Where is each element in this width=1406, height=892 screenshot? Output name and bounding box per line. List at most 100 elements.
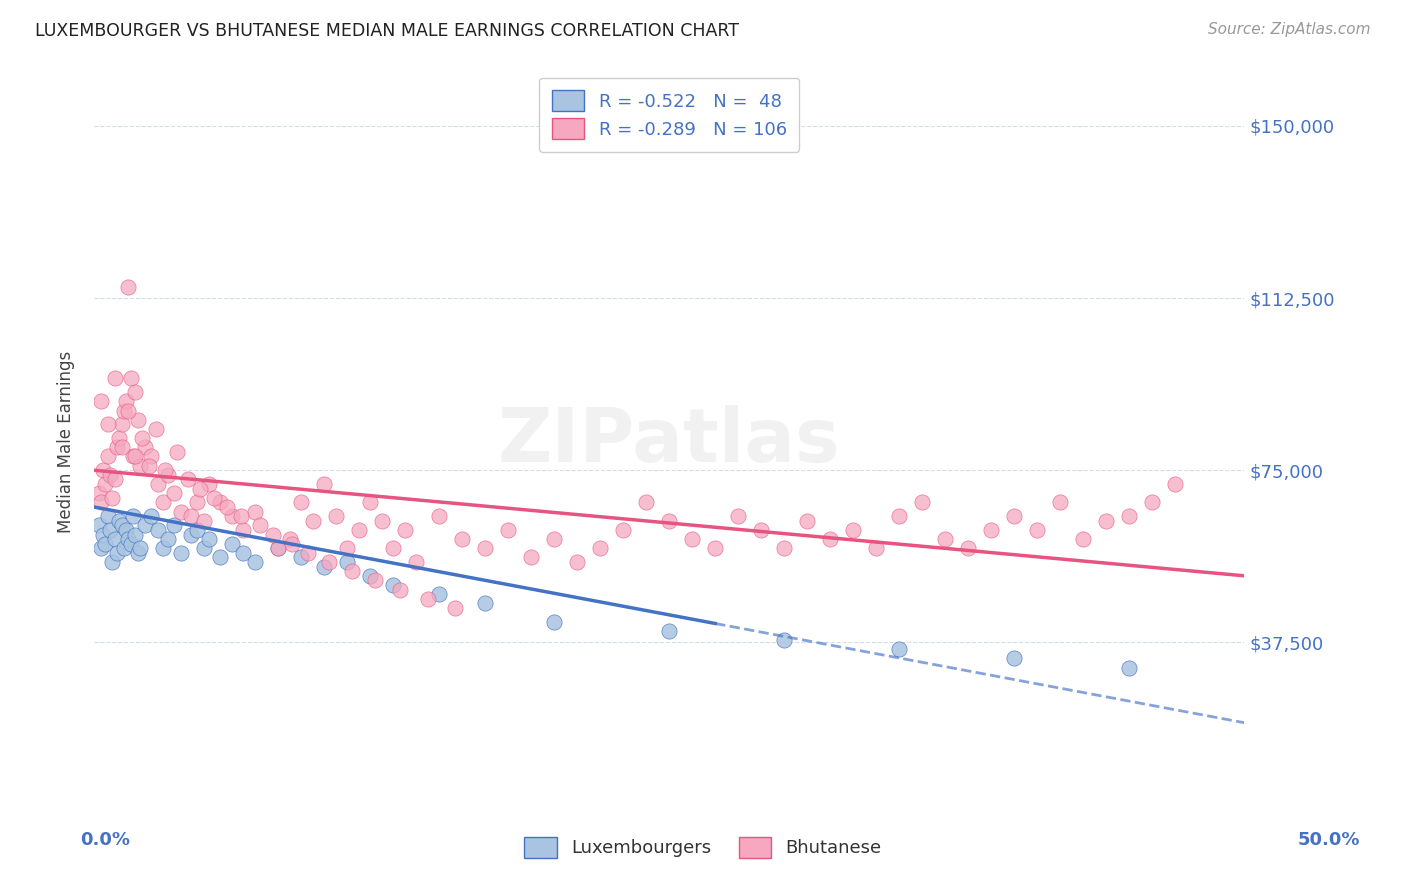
Point [94, 537, 117, 551]
Point [231, 509, 253, 524]
Point [297, 546, 319, 560]
Point [773, 633, 796, 648]
Point [115, 523, 138, 537]
Point [325, 509, 347, 524]
Point [98, 467, 121, 482]
Point [243, 555, 266, 569]
Point [91, 527, 114, 541]
Point [565, 555, 588, 569]
Point [658, 514, 681, 528]
Point [363, 574, 385, 588]
Point [202, 491, 225, 505]
Point [1118, 660, 1140, 674]
Point [865, 541, 887, 556]
Point [217, 500, 239, 514]
Point [543, 532, 565, 546]
Point [129, 541, 152, 556]
Point [156, 467, 179, 482]
Point [152, 541, 174, 556]
Point [117, 403, 139, 417]
Point [141, 509, 163, 524]
Point [543, 615, 565, 629]
Point [249, 518, 271, 533]
Point [163, 486, 186, 500]
Point [127, 546, 149, 560]
Point [889, 509, 911, 524]
Point [889, 642, 911, 657]
Point [370, 514, 392, 528]
Point [138, 458, 160, 473]
Point [405, 555, 427, 569]
Point [108, 431, 131, 445]
Point [104, 371, 127, 385]
Point [124, 527, 146, 541]
Point [474, 541, 496, 556]
Point [221, 537, 243, 551]
Point [112, 403, 135, 417]
Point [198, 477, 221, 491]
Text: 50.0%: 50.0% [1298, 831, 1360, 849]
Point [340, 564, 363, 578]
Point [267, 541, 290, 556]
Point [193, 541, 215, 556]
Point [97, 509, 120, 524]
Point [957, 541, 980, 556]
Point [186, 523, 208, 537]
Point [427, 509, 450, 524]
Point [1002, 509, 1025, 524]
Point [773, 541, 796, 556]
Text: 0.0%: 0.0% [80, 831, 131, 849]
Text: Source: ZipAtlas.com: Source: ZipAtlas.com [1208, 22, 1371, 37]
Point [382, 541, 405, 556]
Point [90, 394, 112, 409]
Point [382, 578, 405, 592]
Point [427, 587, 450, 601]
Y-axis label: Median Male Earnings: Median Male Earnings [58, 351, 75, 533]
Point [359, 495, 381, 509]
Point [134, 518, 156, 533]
Point [474, 596, 496, 610]
Point [318, 555, 340, 569]
Point [101, 555, 124, 569]
Point [749, 523, 772, 537]
Point [122, 450, 145, 464]
Point [1026, 523, 1049, 537]
Point [104, 472, 127, 486]
Point [681, 532, 703, 546]
Point [193, 514, 215, 528]
Point [148, 477, 170, 491]
Point [636, 495, 658, 509]
Point [188, 482, 211, 496]
Point [131, 431, 153, 445]
Point [496, 523, 519, 537]
Point [124, 450, 146, 464]
Point [152, 495, 174, 509]
Point [301, 514, 323, 528]
Point [108, 514, 131, 528]
Point [336, 541, 359, 556]
Point [180, 527, 202, 541]
Point [163, 518, 186, 533]
Point [97, 450, 120, 464]
Point [101, 491, 124, 505]
Point [359, 569, 381, 583]
Point [155, 463, 177, 477]
Point [145, 422, 167, 436]
Point [416, 591, 439, 606]
Point [388, 582, 411, 597]
Point [209, 550, 232, 565]
Point [166, 445, 188, 459]
Point [110, 440, 132, 454]
Legend: R = -0.522   N =  48, R = -0.289   N = 106: R = -0.522 N = 48, R = -0.289 N = 106 [538, 78, 800, 152]
Point [127, 413, 149, 427]
Point [94, 477, 117, 491]
Point [209, 495, 232, 509]
Point [312, 559, 335, 574]
Point [90, 495, 112, 509]
Point [1002, 651, 1025, 665]
Point [1142, 495, 1164, 509]
Point [347, 523, 370, 537]
Point [267, 541, 290, 556]
Text: ZIPatlas: ZIPatlas [498, 405, 841, 478]
Point [124, 385, 146, 400]
